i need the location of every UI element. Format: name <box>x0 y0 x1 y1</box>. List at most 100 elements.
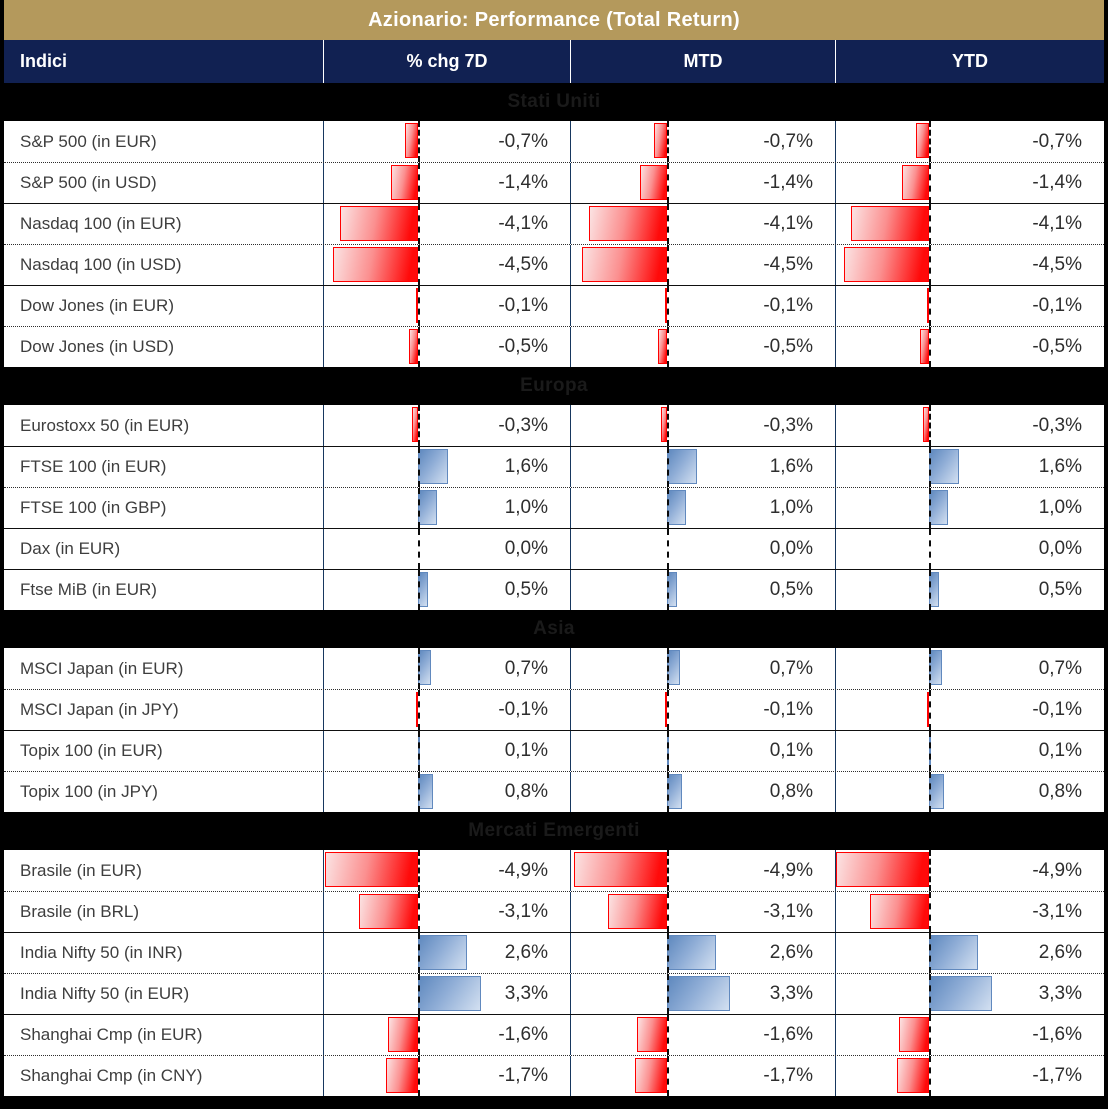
index-row: S&P 500 (in EUR) -0,7% -0,7% -0,7% <box>4 121 1104 162</box>
negative-perf-bar <box>923 407 929 442</box>
perf-value: 0,7% <box>1038 657 1082 679</box>
index-row: Nasdaq 100 (in EUR) -4,1% -4,1% -4,1% <box>4 203 1104 244</box>
zero-axis-line <box>418 405 420 446</box>
index-row: Shanghai Cmp (in CNY) -1,7% -1,7% -1,7% <box>4 1055 1104 1096</box>
perf-value: -3,1% <box>1032 901 1082 922</box>
perf-value: 0,1% <box>769 740 813 761</box>
index-row: Topix 100 (in EUR) 0,1% 0,1% 0,1% <box>4 730 1104 771</box>
negative-perf-bar <box>665 288 667 323</box>
perf-cell: -0,1% <box>323 286 570 326</box>
perf-cell: -1,6% <box>323 1015 570 1055</box>
perf-cell: 2,6% <box>570 933 835 973</box>
positive-perf-bar <box>418 976 481 1011</box>
perf-cell: 3,3% <box>323 974 570 1014</box>
perf-value: 0,0% <box>769 538 813 559</box>
positive-perf-bar <box>667 976 730 1011</box>
zero-axis-line <box>667 245 669 285</box>
perf-value: -0,5% <box>498 336 548 357</box>
index-row: Topix 100 (in JPY) 0,8% 0,8% 0,8% <box>4 771 1104 812</box>
perf-cell: 0,1% <box>570 731 835 771</box>
index-label: India Nifty 50 (in INR) <box>20 943 183 962</box>
zero-axis-line <box>418 121 420 162</box>
perf-value: -4,1% <box>1032 213 1082 234</box>
column-header-mtd: MTD <box>570 40 835 83</box>
zero-axis-line <box>929 933 931 973</box>
perf-value: -0,7% <box>763 130 813 152</box>
index-label: Nasdaq 100 (in EUR) <box>20 214 182 233</box>
perf-cell: -3,1% <box>570 892 835 932</box>
perf-cell: -0,3% <box>570 405 835 446</box>
negative-perf-bar <box>387 1017 418 1052</box>
perf-value: -1,6% <box>763 1024 813 1045</box>
zero-axis-line <box>929 447 931 487</box>
zero-axis-line <box>929 1015 931 1055</box>
perf-value: -3,1% <box>763 901 813 922</box>
perf-cell: 1,0% <box>835 488 1104 528</box>
perf-cell: -0,1% <box>570 286 835 326</box>
perf-cell: -0,5% <box>570 327 835 367</box>
perf-value: 0,8% <box>769 781 813 802</box>
perf-cell: -0,3% <box>323 405 570 446</box>
zero-axis-line <box>418 892 420 932</box>
zero-axis-line <box>667 974 669 1014</box>
perf-value: 1,0% <box>769 497 813 518</box>
zero-axis-line <box>667 488 669 528</box>
perf-cell: -0,3% <box>835 405 1104 446</box>
table-title: Azionario: Performance (Total Return) <box>4 0 1104 40</box>
zero-axis-line <box>667 286 669 326</box>
index-label: Brasile (in BRL) <box>20 902 140 921</box>
positive-perf-bar <box>418 449 449 484</box>
zero-axis-line <box>418 447 420 487</box>
index-row: Ftse MiB (in EUR) 0,5% 0,5% 0,5% <box>4 569 1104 610</box>
perf-cell: -0,7% <box>570 121 835 162</box>
zero-axis-line <box>667 1015 669 1055</box>
index-row: Dow Jones (in USD) -0,5% -0,5% -0,5% <box>4 326 1104 367</box>
index-row: FTSE 100 (in GBP) 1,0% 1,0% 1,0% <box>4 487 1104 528</box>
negative-perf-bar <box>657 329 667 364</box>
zero-axis-line <box>418 570 420 610</box>
positive-perf-bar <box>667 935 717 970</box>
perf-cell: 0,0% <box>835 529 1104 569</box>
perf-cell: -0,7% <box>323 121 570 162</box>
zero-axis-line <box>929 648 931 689</box>
zero-axis-line <box>667 163 669 203</box>
index-label: FTSE 100 (in GBP) <box>20 498 167 517</box>
perf-value: -4,1% <box>498 213 548 234</box>
perf-value: -0,1% <box>1032 699 1082 720</box>
perf-cell: 3,3% <box>570 974 835 1014</box>
zero-axis-line <box>667 570 669 610</box>
zero-axis-line <box>929 690 931 730</box>
zero-axis-line <box>418 327 420 367</box>
zero-axis-line <box>929 121 931 162</box>
perf-value: -4,1% <box>763 213 813 234</box>
zero-axis-line <box>667 892 669 932</box>
perf-value: 0,0% <box>504 538 548 559</box>
zero-axis-line <box>667 529 669 569</box>
table-body: Stati Uniti S&P 500 (in EUR) -0,7% -0,7% -0,… <box>4 83 1104 1096</box>
index-label: Nasdaq 100 (in USD) <box>20 255 182 274</box>
perf-cell: -1,7% <box>570 1056 835 1096</box>
perf-cell: 0,1% <box>835 731 1104 771</box>
index-label: Shanghai Cmp (in EUR) <box>20 1025 203 1044</box>
perf-value: 1,6% <box>504 456 548 477</box>
perf-value: -0,1% <box>763 699 813 720</box>
perf-cell: -3,1% <box>835 892 1104 932</box>
zero-axis-line <box>418 772 420 812</box>
perf-cell: -0,7% <box>835 121 1104 162</box>
perf-value: -3,1% <box>498 901 548 922</box>
positive-perf-bar <box>929 490 948 525</box>
negative-perf-bar <box>573 852 667 887</box>
negative-perf-bar <box>634 1058 667 1093</box>
perf-value: 0,8% <box>1038 781 1082 802</box>
zero-axis-line <box>667 850 669 891</box>
perf-value: 0,7% <box>504 657 548 679</box>
index-row: FTSE 100 (in EUR) 1,6% 1,6% 1,6% <box>4 446 1104 487</box>
column-header-chg7d: % chg 7D <box>323 40 570 83</box>
zero-axis-line <box>667 690 669 730</box>
column-header-indici: Indici <box>20 51 68 71</box>
index-label: Brasile (in EUR) <box>20 860 142 880</box>
index-label: Ftse MiB (in EUR) <box>20 580 157 599</box>
negative-perf-bar <box>661 407 667 442</box>
zero-axis-line <box>929 488 931 528</box>
index-row: Eurostoxx 50 (in EUR) -0,3% -0,3% -0,3% <box>4 405 1104 446</box>
